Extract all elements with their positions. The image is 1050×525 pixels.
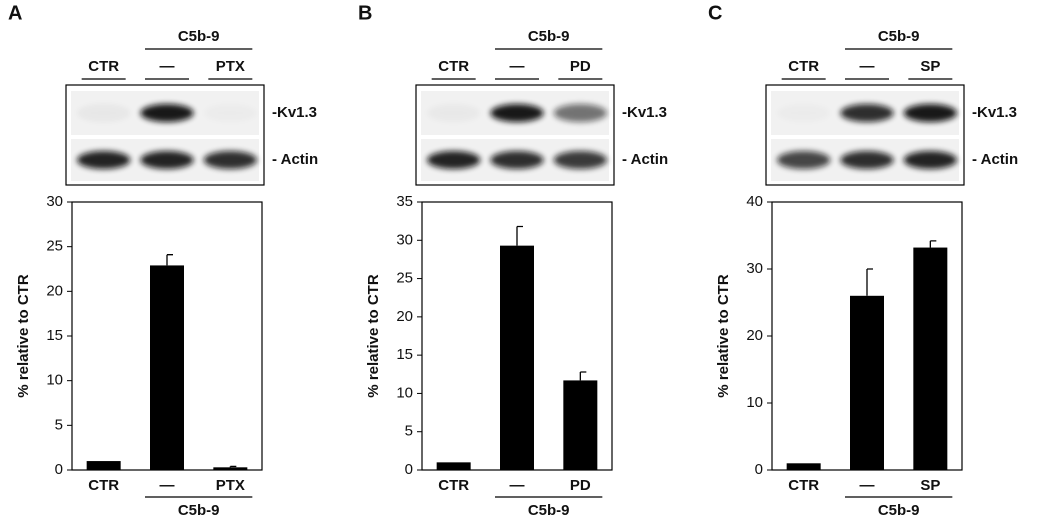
y-tick-label: 0: [755, 461, 763, 478]
y-tick-label: 25: [46, 238, 63, 255]
x-group-label: C5b-9: [528, 502, 570, 519]
x-tick-label: PD: [570, 477, 591, 494]
y-tick-label: 30: [46, 193, 63, 210]
panel-letter: A: [8, 2, 22, 24]
y-tick-label: 5: [405, 423, 413, 440]
blot-band: [140, 104, 194, 122]
x-tick-label: CTR: [788, 477, 819, 494]
x-group-label: C5b-9: [878, 502, 920, 519]
error-bar: [579, 371, 587, 381]
y-axis-label: % relative to CTR: [365, 274, 382, 398]
y-tick-label: 10: [746, 394, 763, 411]
bar: [563, 380, 598, 470]
y-tick-label: 20: [746, 327, 763, 344]
bar: [213, 467, 248, 470]
blot-band: [777, 104, 830, 122]
x-tick-label: —: [160, 477, 175, 494]
y-axis-label: % relative to CTR: [15, 274, 32, 398]
blot-band: [553, 104, 607, 122]
y-tick-label: 40: [746, 193, 763, 210]
blot-band: [903, 151, 957, 169]
panel-letter: B: [358, 2, 372, 24]
lane-label: SP: [920, 58, 940, 75]
blot-band: [77, 151, 131, 169]
y-tick-label: 10: [396, 384, 413, 401]
y-tick-label: 20: [396, 308, 413, 325]
error-bar: [166, 254, 173, 266]
blot-band: [77, 104, 131, 122]
band-label: - Actin: [622, 151, 668, 168]
blot-band: [427, 104, 480, 122]
axes-frame: [421, 201, 613, 471]
y-tick-label: 30: [396, 231, 413, 248]
y-tick-label: 35: [396, 193, 413, 210]
blot-band: [553, 151, 607, 169]
y-axis-label: % relative to CTR: [715, 274, 732, 398]
blot-band: [427, 151, 481, 169]
y-tick-label: 25: [396, 270, 413, 287]
lane-label: —: [860, 58, 875, 75]
blot-band: [840, 104, 894, 122]
blot-band: [840, 151, 894, 169]
y-tick-label: 0: [55, 461, 63, 478]
bar: [86, 461, 121, 470]
error-bar: [866, 268, 873, 296]
blot-group-label: C5b-9: [528, 28, 570, 45]
lane-label: CTR: [88, 58, 119, 75]
lane-label: PD: [570, 58, 591, 75]
x-tick-label: CTR: [438, 477, 469, 494]
y-tick-label: 0: [405, 461, 413, 478]
error-bar: [229, 465, 237, 468]
blot-band: [203, 151, 257, 169]
lane-label: CTR: [438, 58, 469, 75]
lane-label: —: [160, 58, 175, 75]
blot-band: [490, 104, 544, 122]
bar: [913, 247, 948, 470]
blot-band: [204, 104, 257, 122]
lane-label: CTR: [788, 58, 819, 75]
band-label: -Kv1.3: [972, 104, 1017, 121]
axes-frame: [771, 201, 963, 471]
bar: [850, 295, 884, 470]
x-tick-label: —: [860, 477, 875, 494]
bar: [436, 462, 471, 470]
blot-group-label: C5b-9: [178, 28, 220, 45]
axes-frame: [71, 201, 263, 471]
y-tick-label: 5: [55, 416, 63, 433]
error-bar: [516, 225, 523, 246]
y-tick-label: 15: [396, 346, 413, 363]
blot-group-label: C5b-9: [878, 28, 920, 45]
band-label: - Actin: [272, 151, 318, 168]
bar: [150, 265, 184, 470]
band-label: -Kv1.3: [272, 104, 317, 121]
x-tick-label: PTX: [216, 477, 245, 494]
band-label: - Actin: [972, 151, 1018, 168]
bar: [500, 245, 534, 470]
blot-band: [490, 151, 544, 169]
x-tick-label: CTR: [88, 477, 119, 494]
y-tick-label: 20: [46, 282, 63, 299]
panel-letter: C: [708, 2, 722, 24]
error-bar: [929, 240, 937, 248]
y-tick-label: 30: [746, 260, 763, 277]
blot-band: [140, 151, 194, 169]
x-group-label: C5b-9: [178, 502, 220, 519]
y-tick-label: 15: [46, 327, 63, 344]
lane-label: PTX: [216, 58, 245, 75]
bar: [786, 463, 821, 470]
band-label: -Kv1.3: [622, 104, 667, 121]
x-tick-label: SP: [920, 477, 940, 494]
x-tick-label: —: [510, 477, 525, 494]
blot-band: [777, 151, 831, 169]
lane-label: —: [510, 58, 525, 75]
y-tick-label: 10: [46, 372, 63, 389]
blot-band: [903, 104, 957, 122]
